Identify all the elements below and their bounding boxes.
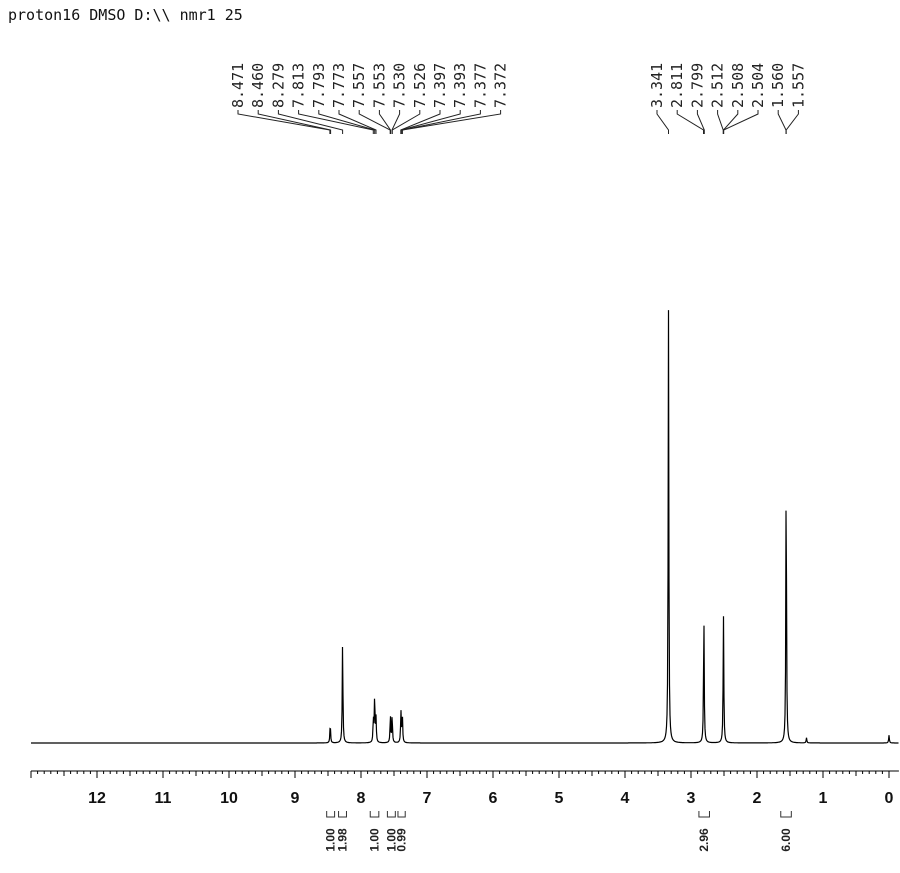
peak-label: 2.512 <box>709 63 727 108</box>
peak-label-connector <box>723 110 739 134</box>
peak-label: 7.530 <box>391 63 409 108</box>
integral-value: 1.00 <box>324 828 338 852</box>
peak-label: 8.460 <box>249 63 267 108</box>
integral-value: 6.00 <box>779 828 793 852</box>
integral-value: 2.96 <box>697 828 711 852</box>
integral: 6.00 <box>779 811 793 852</box>
integral: 0.99 <box>395 811 409 852</box>
peak-label-connector <box>391 110 421 134</box>
integral: 2.96 <box>697 811 711 852</box>
peak-label: 7.372 <box>492 63 510 108</box>
integral-value: 1.00 <box>384 828 398 852</box>
peak-label: 7.553 <box>370 63 388 108</box>
peak-label: 1.557 <box>789 63 807 108</box>
peak-label: 8.471 <box>229 63 247 108</box>
peak-label-connector <box>777 110 787 134</box>
peak-label-connector <box>257 110 332 134</box>
integral: 1.98 <box>336 811 350 852</box>
x-tick-label: 8 <box>357 790 366 807</box>
x-tick-label: 10 <box>220 790 238 807</box>
integral-bracket <box>397 811 406 818</box>
integral-value: 1.98 <box>336 828 350 852</box>
x-axis <box>30 770 899 778</box>
x-tick-label: 4 <box>621 790 630 807</box>
spectrum-trace <box>31 310 899 744</box>
x-tick-label: 1 <box>819 790 828 807</box>
peak-labels: 8.471 8.460 8.279 7.813 7.793 7.773 7.557 7.553… <box>229 63 807 108</box>
peak-label-connector <box>656 110 669 134</box>
peak-label-connector <box>401 110 481 134</box>
peak-label-connector <box>237 110 331 134</box>
integral: 1.00 <box>368 811 382 852</box>
peak-label: 7.813 <box>290 63 308 108</box>
peak-label-connector <box>785 110 799 134</box>
peak-label: 2.508 <box>729 63 747 108</box>
peak-label: 7.557 <box>350 63 368 108</box>
peak-label-connector <box>298 110 374 134</box>
integral-bracket <box>338 811 347 818</box>
peak-label-connector <box>378 110 391 134</box>
x-tick-label: 12 <box>88 790 106 807</box>
integral-bracket <box>698 811 710 818</box>
x-tick-label: 3 <box>687 790 696 807</box>
x-tick-label: 7 <box>423 790 432 807</box>
peak-label: 7.393 <box>451 63 469 108</box>
integral: 1.00 <box>384 811 398 852</box>
integral: 1.00 <box>324 811 338 852</box>
x-tick-label: 9 <box>291 790 300 807</box>
integral-bracket <box>386 811 396 818</box>
peak-label-connector <box>400 110 461 134</box>
spectrum-title: proton16 DMSO D:\\ nmr1 25 <box>8 6 243 24</box>
peak-label-connectors <box>237 110 799 134</box>
integral-value: 0.99 <box>395 828 409 852</box>
peak-label: 2.504 <box>749 63 767 108</box>
peak-label-connector <box>696 110 705 134</box>
integral-bracket <box>326 811 336 818</box>
peak-label: 7.773 <box>330 63 348 108</box>
peak-label-connector <box>391 110 401 134</box>
x-tick-label: 5 <box>555 790 564 807</box>
peak-label: 1.560 <box>769 63 787 108</box>
x-tick-label: 11 <box>155 790 172 807</box>
peak-label: 2.811 <box>668 63 686 108</box>
peak-label-connector <box>717 110 724 134</box>
peak-label: 7.377 <box>471 63 489 108</box>
peak-label: 2.799 <box>688 63 706 108</box>
peak-label-connector <box>318 110 376 134</box>
integrals: 1.001.98 1.00 1.000.99 2.96 6.00 <box>324 811 793 852</box>
x-tick-label: 6 <box>489 790 498 807</box>
integral-bracket <box>780 811 792 818</box>
peak-label-connector <box>277 110 344 134</box>
peak-label-connector <box>338 110 377 134</box>
integral-bracket <box>369 811 380 818</box>
peak-label-connector <box>676 110 704 134</box>
peak-label: 8.279 <box>269 63 287 108</box>
x-tick-label: 2 <box>753 790 762 807</box>
integral-value: 1.00 <box>368 828 382 852</box>
peak-label: 3.341 <box>648 63 666 108</box>
peak-label-connector <box>723 110 759 134</box>
peak-label-connector <box>401 110 502 134</box>
x-tick-label: 0 <box>885 790 894 807</box>
peak-label: 7.526 <box>411 63 429 108</box>
peak-label: 7.397 <box>431 63 449 108</box>
peak-label: 7.793 <box>310 63 328 108</box>
x-tick-labels: 12 11 10 9 8 7 6 5 4 3 2 1 0 <box>88 790 893 807</box>
